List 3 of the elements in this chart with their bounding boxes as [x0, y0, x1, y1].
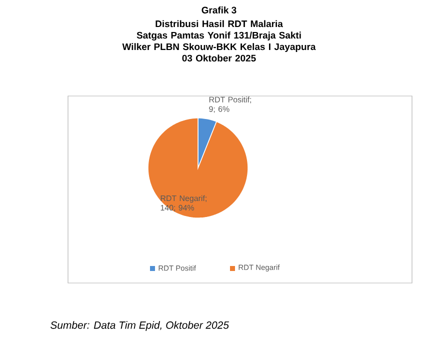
chart-title: Grafik 3 — [202, 6, 236, 14]
text: Sumber: Data Tim Epid, Oktober 2025 — [50, 321, 229, 331]
chart-subtitle: Distribusi Hasil RDT Malaria Satgas Pamtas Yonif 131/Braja Sakti Wilker PLBN Skouw-BKK Kelas I Jayapura 03 Oktober 2025 — [122, 20, 316, 62]
